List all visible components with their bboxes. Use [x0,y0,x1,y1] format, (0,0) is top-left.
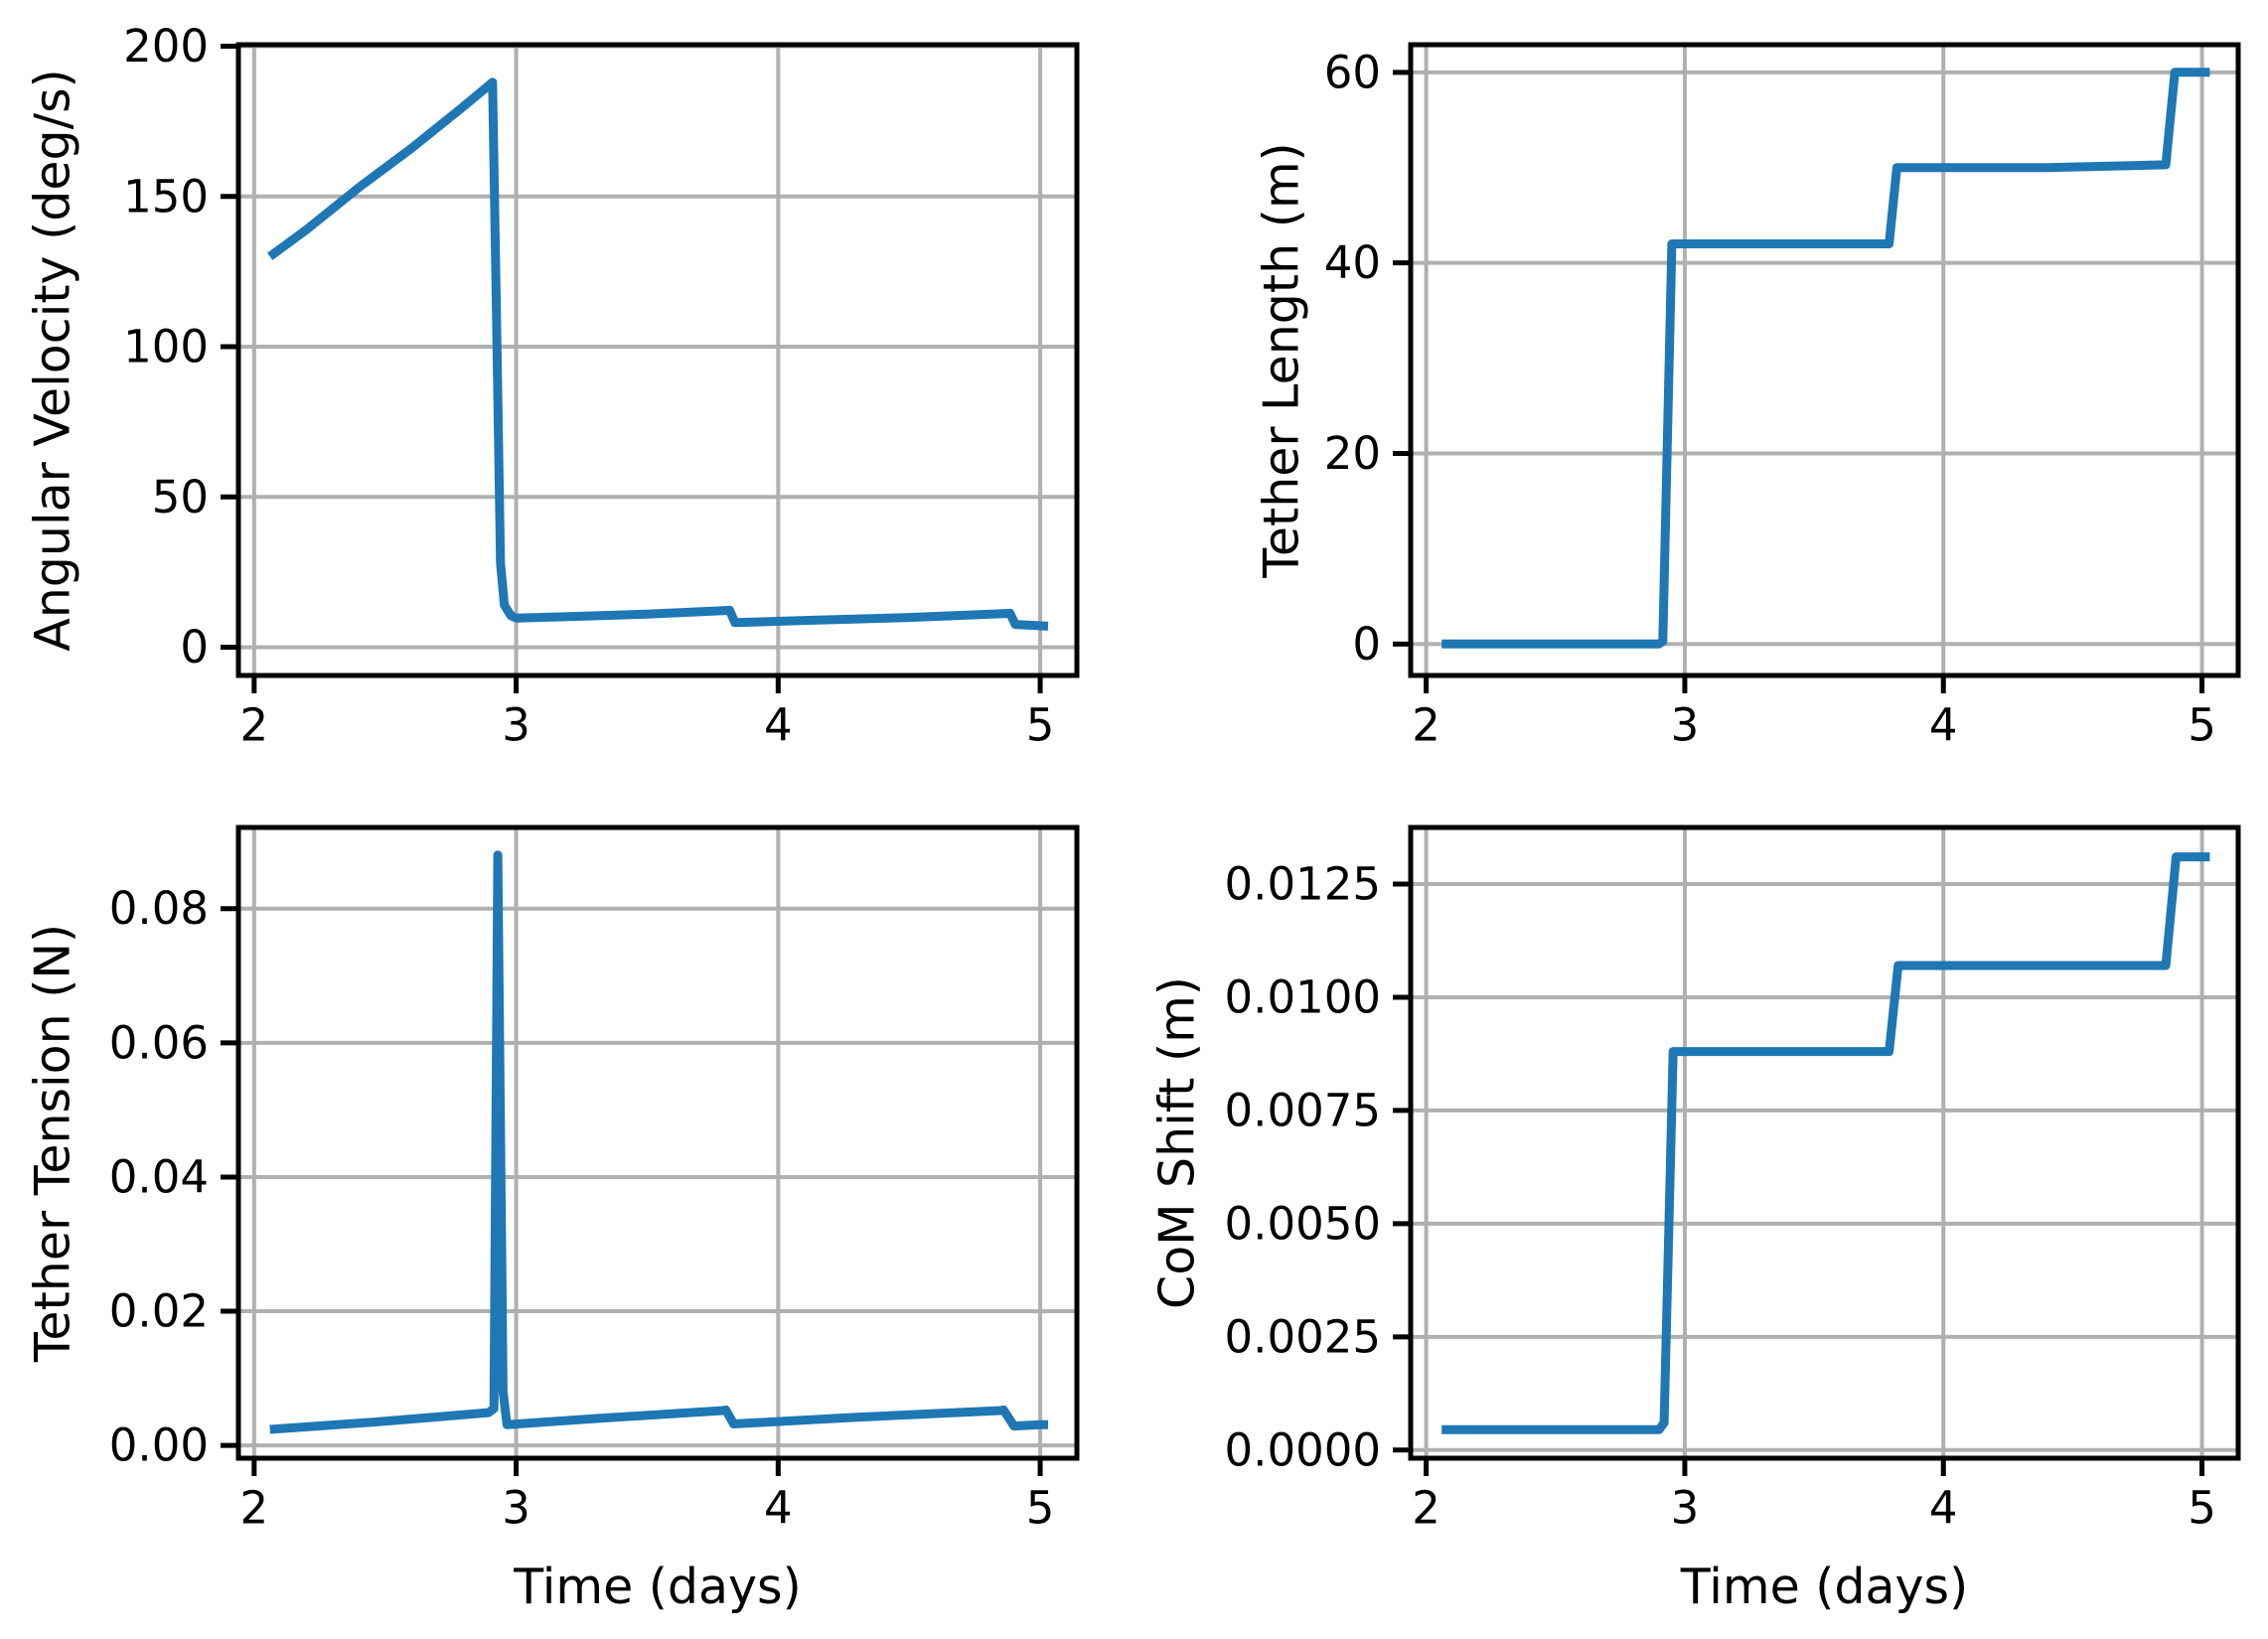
x-tick-label: 5 [2188,699,2216,752]
x-tick-label: 5 [2188,1482,2216,1535]
y-axis-com-shift: 0.0000 0.0025 0.0050 0.0075 0.0100 0.0125 [1225,857,1411,1476]
x-tick-label: 2 [1412,699,1440,752]
y-tick-label: 60 [1324,46,1381,98]
y-axis-angular-velocity: 0 50 100 150 200 [123,20,238,673]
x-tick-label: 3 [1671,699,1700,752]
y-tick-label: 20 [1324,427,1381,480]
x-tick-label: 3 [502,699,530,752]
y-tick-label: 0.04 [109,1150,209,1203]
x-tick-label: 2 [240,699,269,752]
y-tick-label: 0.00 [109,1419,209,1472]
grid-com-shift [1411,827,2238,1458]
y-tick-label: 0.0100 [1225,970,1381,1023]
subplot-tether-tension: 2 3 4 5 0.00 0.02 0.04 0.06 0.08 Tether Tension (… [25,824,1080,1615]
grid-angular-velocity [238,44,1077,675]
subplot-tether-length: 2 3 4 5 0 20 40 60 Tether Length (m) [1254,42,2241,752]
y-tick-label: 0.0025 [1225,1310,1381,1363]
grid-tether-tension [238,827,1077,1458]
y-tick-label: 50 [152,471,209,523]
x-tick-label: 2 [240,1482,269,1535]
y-tick-label: 0 [180,621,209,673]
x-tick-label: 4 [764,1482,793,1535]
subplot-com-shift: 2 3 4 5 0.0000 0.0025 0.0050 0.0075 0.0100 0.0125… [1149,824,2241,1615]
x-axis-com-shift: 2 3 4 5 [1412,1458,2216,1535]
spines-angular-velocity [235,42,1080,678]
x-axis-tether-tension: 2 3 4 5 [240,1458,1055,1535]
xlabel-tether-tension: Time (days) [513,1559,801,1615]
y-tick-label: 0.02 [109,1285,209,1338]
series-line-angular-velocity [267,77,1049,631]
x-tick-label: 4 [1929,699,1958,752]
x-tick-label: 4 [764,699,793,752]
ylabel-angular-velocity: Angular Velocity (deg/s) [25,69,81,652]
grid-tether-length [1411,45,2238,675]
xlabel-com-shift: Time (days) [1680,1559,1968,1615]
y-tick-label: 0.06 [109,1016,209,1069]
x-tick-label: 2 [1412,1482,1440,1535]
y-tick-label: 150 [123,170,209,223]
y-tick-label: 0.08 [109,882,209,935]
series-line-com-shift [1441,852,2210,1434]
x-tick-label: 3 [1671,1482,1700,1535]
y-tick-label: 200 [123,20,209,73]
spines-com-shift [1408,824,2241,1461]
x-axis-angular-velocity: 2 3 4 5 [240,675,1055,752]
ylabel-tether-tension: Tether Tension (N) [25,924,81,1363]
y-axis-tether-length: 0 20 40 60 [1324,46,1411,670]
y-tick-label: 0.0050 [1225,1197,1381,1250]
y-tick-label: 0.0075 [1225,1084,1381,1136]
x-tick-label: 4 [1929,1482,1958,1535]
y-tick-label: 100 [123,321,209,373]
ylabel-com-shift: CoM Shift (m) [1149,976,1206,1309]
y-tick-label: 0.0125 [1225,857,1381,910]
spines-tether-tension [235,824,1080,1461]
series-line-tether-tension [269,850,1048,1434]
spines-tether-length [1408,42,2241,678]
y-tick-label: 40 [1324,236,1381,289]
y-axis-tether-tension: 0.00 0.02 0.04 0.06 0.08 [109,882,238,1472]
y-tick-label: 0 [1352,618,1381,670]
x-tick-label: 3 [502,1482,530,1535]
x-tick-label: 5 [1026,699,1055,752]
ylabel-tether-length: Tether Length (m) [1254,142,1310,578]
y-tick-label: 0.0000 [1225,1423,1381,1476]
x-tick-label: 5 [1026,1482,1055,1535]
series-line-tether-length [1441,68,2210,649]
x-axis-tether-length: 2 3 4 5 [1412,675,2216,752]
